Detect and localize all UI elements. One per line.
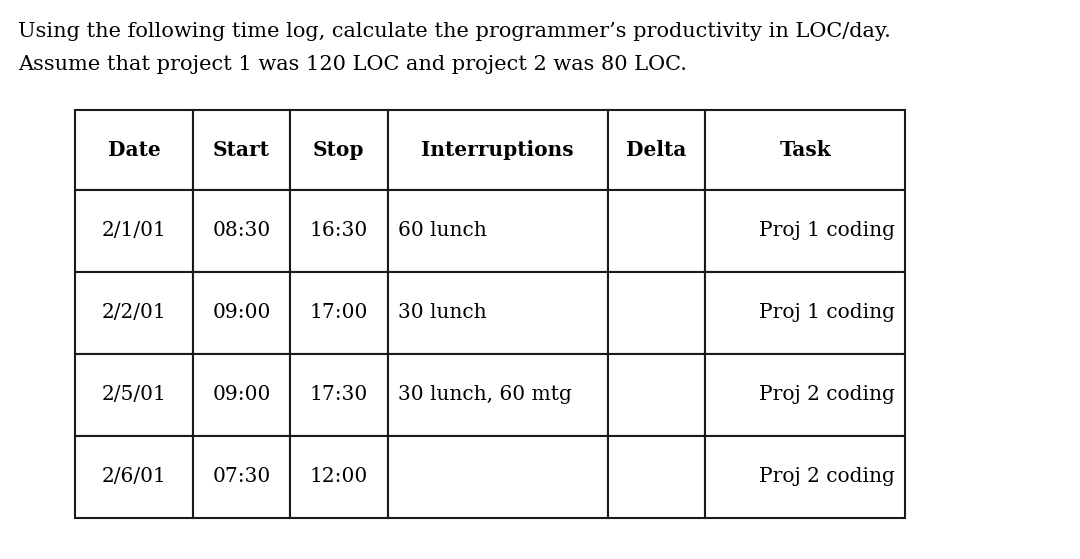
Text: Proj 2 coding: Proj 2 coding — [759, 386, 895, 405]
Text: 09:00: 09:00 — [213, 386, 271, 405]
Bar — [291, 436, 388, 518]
Bar — [75, 436, 193, 518]
Bar — [75, 354, 193, 436]
Bar — [388, 110, 608, 190]
Bar — [705, 190, 905, 272]
Bar — [388, 272, 608, 354]
Text: 17:30: 17:30 — [310, 386, 368, 405]
Bar — [291, 272, 388, 354]
Text: Proj 2 coding: Proj 2 coding — [759, 467, 895, 486]
Text: 09:00: 09:00 — [213, 304, 271, 323]
Text: Interruptions: Interruptions — [421, 140, 573, 160]
Bar — [705, 436, 905, 518]
Bar — [388, 436, 608, 518]
Bar — [291, 190, 388, 272]
Text: 2/2/01: 2/2/01 — [102, 304, 166, 323]
Text: 07:30: 07:30 — [213, 467, 271, 486]
Text: 2/5/01: 2/5/01 — [102, 386, 166, 405]
Text: 60 lunch: 60 lunch — [397, 221, 486, 240]
Bar — [705, 272, 905, 354]
Bar — [608, 272, 705, 354]
Text: Start: Start — [213, 140, 270, 160]
Bar — [75, 272, 193, 354]
Bar — [608, 354, 705, 436]
Text: Delta: Delta — [626, 140, 687, 160]
Bar — [291, 354, 388, 436]
Text: Assume that project 1 was 120 LOC and project 2 was 80 LOC.: Assume that project 1 was 120 LOC and pr… — [18, 55, 687, 74]
Bar — [193, 190, 291, 272]
Bar — [193, 110, 291, 190]
Text: Proj 1 coding: Proj 1 coding — [759, 221, 895, 240]
Bar — [193, 354, 291, 436]
Bar — [705, 354, 905, 436]
Bar — [75, 110, 193, 190]
Bar — [291, 110, 388, 190]
Bar — [388, 190, 608, 272]
Bar — [608, 436, 705, 518]
Text: Stop: Stop — [313, 140, 365, 160]
Text: Using the following time log, calculate the programmer’s productivity in LOC/day: Using the following time log, calculate … — [18, 22, 891, 41]
Bar — [705, 110, 905, 190]
Bar — [75, 190, 193, 272]
Bar — [193, 436, 291, 518]
Text: 2/1/01: 2/1/01 — [102, 221, 166, 240]
Text: 16:30: 16:30 — [310, 221, 368, 240]
Bar — [193, 272, 291, 354]
Bar — [608, 110, 705, 190]
Text: 30 lunch: 30 lunch — [397, 304, 486, 323]
Text: 08:30: 08:30 — [213, 221, 271, 240]
Text: 17:00: 17:00 — [310, 304, 368, 323]
Text: Date: Date — [108, 140, 160, 160]
Text: Proj 1 coding: Proj 1 coding — [759, 304, 895, 323]
Text: 2/6/01: 2/6/01 — [102, 467, 166, 486]
Text: Task: Task — [780, 140, 831, 160]
Text: 12:00: 12:00 — [310, 467, 368, 486]
Text: 30 lunch, 60 mtg: 30 lunch, 60 mtg — [397, 386, 571, 405]
Bar — [608, 190, 705, 272]
Bar — [388, 354, 608, 436]
